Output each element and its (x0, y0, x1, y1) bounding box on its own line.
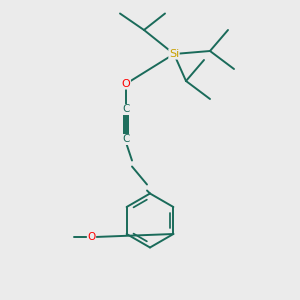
Text: C: C (122, 134, 130, 145)
Text: O: O (122, 79, 130, 89)
Text: O: O (87, 232, 96, 242)
Text: Si: Si (169, 49, 179, 59)
Text: C: C (122, 104, 130, 115)
